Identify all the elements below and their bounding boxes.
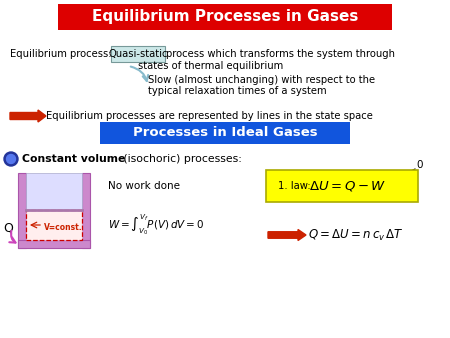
FancyBboxPatch shape	[100, 122, 350, 144]
Text: process which transforms the system through: process which transforms the system thro…	[166, 49, 395, 59]
Text: V=const.: V=const.	[44, 223, 83, 233]
Text: states of thermal equilibrium: states of thermal equilibrium	[138, 61, 283, 71]
Text: $W = \int_{V_0}^{V_f} P(V)\,dV = 0$: $W = \int_{V_0}^{V_f} P(V)\,dV = 0$	[108, 213, 204, 237]
FancyBboxPatch shape	[58, 4, 392, 30]
Text: $Q = \Delta U = n\,c_v\,\Delta T$: $Q = \Delta U = n\,c_v\,\Delta T$	[308, 227, 404, 243]
FancyArrow shape	[10, 110, 46, 122]
Polygon shape	[18, 240, 90, 248]
Polygon shape	[82, 173, 90, 248]
Text: Equilibrium process:: Equilibrium process:	[10, 49, 112, 59]
Text: Equilibrium processes are represented by lines in the state space: Equilibrium processes are represented by…	[46, 111, 373, 121]
Text: Equilibrium Processes in Gases: Equilibrium Processes in Gases	[92, 9, 358, 24]
Text: typical relaxation times of a system: typical relaxation times of a system	[148, 86, 327, 96]
Circle shape	[6, 154, 15, 164]
Polygon shape	[26, 210, 82, 240]
Polygon shape	[18, 173, 26, 248]
Text: No work done: No work done	[108, 181, 180, 191]
Text: (isochoric) processes:: (isochoric) processes:	[120, 154, 242, 164]
Polygon shape	[26, 173, 82, 210]
FancyBboxPatch shape	[266, 170, 418, 202]
Text: Constant volume: Constant volume	[22, 154, 126, 164]
Text: Processes in Ideal Gases: Processes in Ideal Gases	[133, 126, 317, 140]
FancyBboxPatch shape	[111, 46, 165, 62]
Text: Q: Q	[3, 221, 13, 235]
Circle shape	[4, 152, 18, 166]
Text: 0: 0	[417, 160, 423, 170]
Text: 1. law:: 1. law:	[278, 181, 310, 191]
Text: Quasi-static: Quasi-static	[108, 49, 168, 59]
Text: $\Delta U = Q - W$: $\Delta U = Q - W$	[310, 179, 387, 193]
Text: Slow (almost unchanging) with respect to the: Slow (almost unchanging) with respect to…	[148, 75, 375, 85]
FancyArrow shape	[268, 230, 306, 241]
